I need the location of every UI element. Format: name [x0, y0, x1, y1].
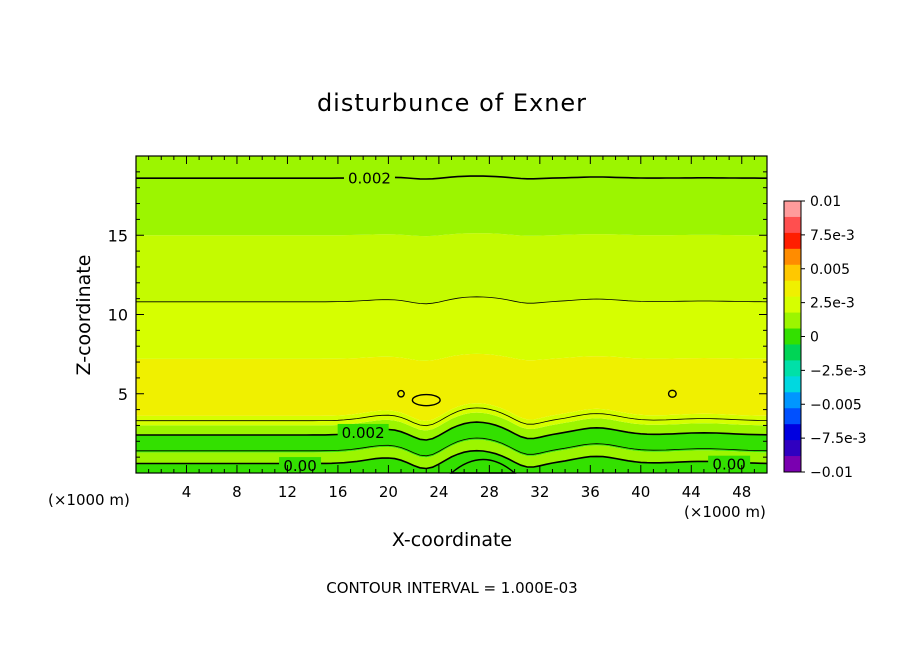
x-tick-label: 48: [732, 483, 751, 501]
colorbar-cell: [784, 360, 801, 377]
axis-ticks: [136, 156, 767, 473]
contour-line: [136, 296, 768, 305]
contour-features: [397, 389, 677, 474]
field-band: [136, 403, 767, 431]
contour-label: 0.00: [283, 457, 316, 475]
x-unit-right: (×1000 m): [684, 503, 766, 521]
contour-label-bg: [343, 169, 395, 186]
field-band: [136, 156, 767, 237]
colorbar-cell: [784, 264, 801, 282]
contour-label: 0.002: [348, 170, 391, 188]
x-tick-label: 28: [480, 483, 499, 501]
colorbar-cell: [784, 280, 801, 298]
colorbar-label: −7.5e-3: [810, 431, 867, 447]
y-axis-label: Z-coordinate: [73, 255, 95, 376]
colorbar-label: 0.005: [810, 262, 850, 278]
field-bands: [136, 156, 767, 473]
colorbar-label: 7.5e-3: [810, 228, 855, 244]
plot-area: 0.002 0.002 0.00 0.00: [135, 155, 768, 475]
colorbar-label: 0.01: [810, 194, 841, 210]
y-tick-labels: 5 10 15: [108, 226, 128, 404]
contour-line: [136, 175, 767, 180]
colorbar-label: −2.5e-3: [810, 363, 867, 379]
footer-contour-interval: CONTOUR INTERVAL = 1.000E-03: [326, 579, 577, 597]
contour-label: 0.002: [342, 424, 385, 442]
colorbar-label: 2.5e-3: [810, 296, 855, 312]
colorbar-cell: [784, 440, 801, 457]
colorbar-cell: [784, 456, 801, 473]
colorbar-cell: [784, 392, 801, 409]
colorbar-cell: [784, 216, 801, 234]
colorbar-cell: [784, 408, 801, 425]
field-band: [136, 296, 767, 361]
contour-line: [136, 407, 768, 427]
x-tick-label: 4: [182, 483, 192, 501]
colorbar-cell: [784, 201, 801, 218]
x-tick-labels: 4 8 12 16 20 24 28 32 36 40 44 48: [182, 483, 752, 501]
closed-contour: [411, 393, 441, 407]
colorbar-label: −0.01: [810, 465, 853, 481]
colorbar-cell: [784, 296, 801, 314]
colorbar-cell: [784, 344, 801, 361]
x-tick-label: 20: [379, 483, 398, 501]
x-axis-label: X-coordinate: [392, 529, 512, 551]
y-tick-label: 10: [108, 306, 128, 325]
contour-label-bg: [337, 423, 389, 440]
x-tick-label: 8: [232, 483, 242, 501]
x-tick-label: 40: [631, 483, 650, 501]
field-band: [136, 233, 767, 304]
y-tick-label: 5: [118, 385, 128, 404]
contour-line: [136, 449, 768, 470]
y-tick-label: 15: [108, 226, 128, 245]
x-tick-label: 16: [328, 483, 347, 501]
x-tick-label: 36: [581, 483, 600, 501]
contour-label: 0.00: [712, 456, 745, 474]
colorbar-cell: [784, 328, 801, 345]
contour-label-bg: [708, 455, 751, 472]
colorbar-cell: [784, 376, 801, 393]
closed-contour: [397, 389, 405, 398]
contour-line: [136, 421, 768, 441]
field-band: [136, 412, 767, 440]
chart-title: disturbunce of Exner: [317, 89, 587, 117]
x-unit-left: (×1000 m): [48, 491, 130, 509]
x-tick-label: 12: [278, 483, 297, 501]
colorbar-cell: [784, 312, 801, 330]
closed-contour: [667, 389, 677, 398]
contour-label-bg: [279, 457, 322, 474]
colorbar-cell: [784, 248, 801, 266]
colorbar: 0.01 7.5e-3 0.005 2.5e-3 0 −2.5e-3 −0.005 −7.5e…: [783, 194, 867, 481]
x-tick-label: 24: [429, 483, 448, 501]
colorbar-cell: [784, 232, 801, 250]
colorbar-label: −0.005: [810, 397, 862, 413]
contour-lines: [136, 175, 768, 470]
x-tick-label: 32: [530, 483, 549, 501]
field-band: [136, 353, 767, 421]
contour-labels: 0.002 0.002 0.00 0.00: [279, 169, 751, 475]
contour-line: [136, 437, 768, 457]
colorbar-cell: [784, 424, 801, 441]
colorbar-label: 0: [810, 330, 819, 346]
field-band: [136, 422, 767, 458]
x-tick-label: 44: [682, 483, 701, 501]
